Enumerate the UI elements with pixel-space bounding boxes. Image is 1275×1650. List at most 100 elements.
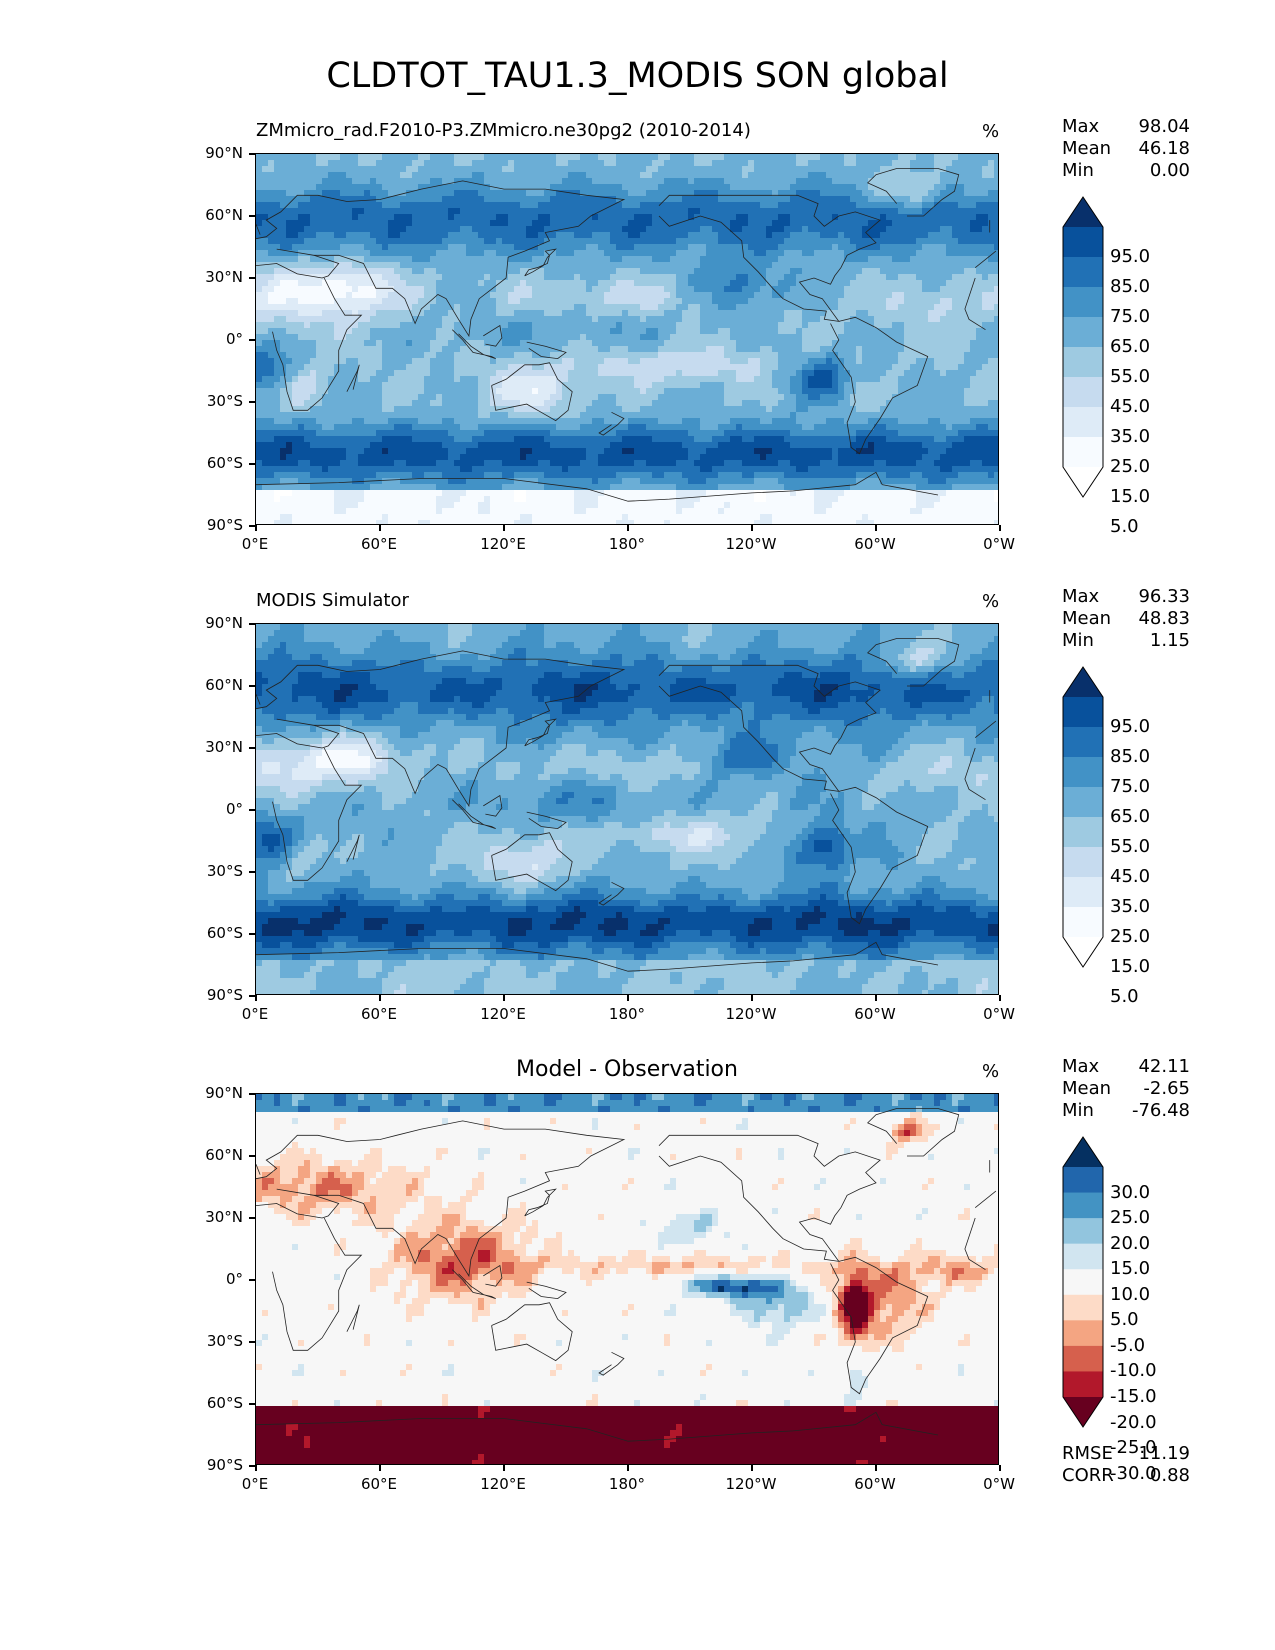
- field-cell: [628, 364, 635, 371]
- field-cell: [862, 382, 869, 389]
- field-cell: [604, 340, 611, 347]
- field-cell: [610, 382, 617, 389]
- field-cell: [724, 376, 731, 383]
- field-cell: [370, 274, 377, 281]
- field-cell: [796, 196, 803, 203]
- field-cell: [724, 382, 731, 389]
- field-cell: [502, 328, 509, 335]
- field-cell: [754, 154, 761, 161]
- field-cell: [538, 262, 545, 269]
- field-cell: [826, 334, 833, 341]
- field-cell: [352, 394, 359, 401]
- field-cell: [808, 304, 815, 311]
- field-cell: [304, 310, 311, 317]
- field-cell: [454, 268, 461, 275]
- field-cell: [316, 310, 323, 317]
- field-cell: [466, 250, 473, 257]
- field-cell: [346, 328, 353, 335]
- field-cell: [274, 232, 281, 239]
- field-cell: [364, 208, 371, 215]
- field-cell: [730, 280, 737, 287]
- field-cell: [394, 202, 401, 209]
- field-cell: [316, 196, 323, 203]
- field-cell: [640, 238, 647, 245]
- field-cell: [322, 394, 329, 401]
- field-cell: [946, 274, 953, 281]
- field-cell: [304, 226, 311, 233]
- field-cell: [562, 196, 569, 203]
- field-cell: [448, 172, 455, 179]
- field-cell: [982, 346, 989, 353]
- field-cell: [928, 232, 935, 239]
- field-cell: [964, 286, 971, 293]
- field-cell: [520, 352, 527, 359]
- field-cell: [394, 262, 401, 269]
- field-cell: [586, 322, 593, 329]
- field-cell: [400, 202, 407, 209]
- field-cell: [856, 364, 863, 371]
- field-cell: [376, 244, 383, 251]
- field-cell: [994, 358, 998, 365]
- field-cell: [508, 160, 515, 167]
- field-cell: [514, 370, 521, 377]
- field-cell: [796, 172, 803, 179]
- field-cell: [490, 172, 497, 179]
- field-cell: [262, 154, 269, 161]
- field-cell: [454, 370, 461, 377]
- field-cell: [514, 322, 521, 329]
- field-cell: [904, 238, 911, 245]
- field-cell: [874, 214, 881, 221]
- field-cell: [340, 292, 347, 299]
- field-cell: [448, 250, 455, 257]
- field-cell: [478, 316, 485, 323]
- field-cell: [580, 304, 587, 311]
- field-cell: [412, 250, 419, 257]
- field-cell: [952, 298, 959, 305]
- field-cell: [298, 298, 305, 305]
- field-cell: [496, 256, 503, 263]
- field-cell: [334, 316, 341, 323]
- field-cell: [400, 310, 407, 317]
- field-cell: [736, 226, 743, 233]
- field-cell: [298, 262, 305, 269]
- field-cell: [544, 262, 551, 269]
- field-cell: [916, 256, 923, 263]
- field-cell: [382, 262, 389, 269]
- field-cell: [256, 322, 263, 329]
- field-cell: [616, 202, 623, 209]
- field-cell: [832, 322, 839, 329]
- field-cell: [418, 184, 425, 191]
- field-cell: [262, 346, 269, 353]
- field-cell: [568, 352, 575, 359]
- field-cell: [328, 160, 335, 167]
- field-cell: [322, 382, 329, 389]
- field-cell: [328, 286, 335, 293]
- field-cell: [574, 172, 581, 179]
- field-cell: [988, 376, 995, 383]
- field-cell: [388, 226, 395, 233]
- field-cell: [838, 250, 845, 257]
- field-cell: [958, 310, 965, 317]
- field-cell: [400, 370, 407, 377]
- field-cell: [646, 184, 653, 191]
- field-cell: [364, 394, 371, 401]
- field-cell: [886, 346, 893, 353]
- field-cell: [538, 196, 545, 203]
- field-cell: [748, 274, 755, 281]
- field-cell: [952, 238, 959, 245]
- field-cell: [670, 358, 677, 365]
- field-cell: [748, 268, 755, 275]
- field-cell: [928, 244, 935, 251]
- field-cell: [736, 274, 743, 281]
- field-cell: [700, 160, 707, 167]
- field-cell: [868, 202, 875, 209]
- field-cell: [328, 346, 335, 353]
- field-cell: [394, 238, 401, 245]
- field-cell: [832, 370, 839, 377]
- field-cell: [802, 226, 809, 233]
- field-cell: [946, 286, 953, 293]
- field-cell: [664, 280, 671, 287]
- field-cell: [580, 178, 587, 185]
- field-cell: [262, 226, 269, 233]
- field-cell: [694, 274, 701, 281]
